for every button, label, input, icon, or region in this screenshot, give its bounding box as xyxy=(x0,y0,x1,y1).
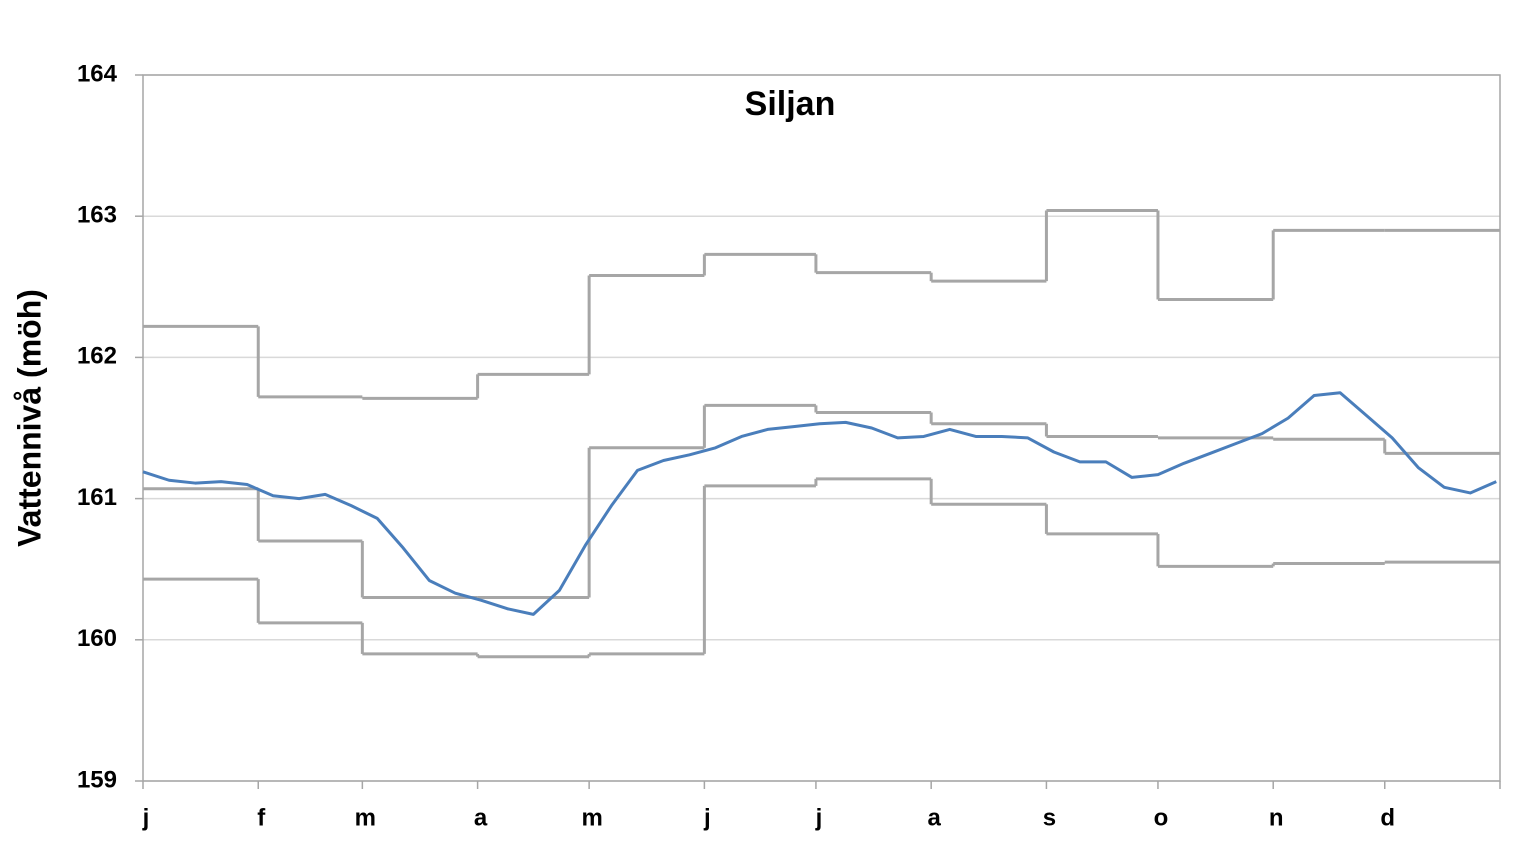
x-tick-label: o xyxy=(1154,804,1169,831)
y-tick-label: 163 xyxy=(77,202,117,229)
x-tick-label: m xyxy=(355,804,376,831)
y-tick-label: 161 xyxy=(77,484,117,511)
y-tick-label: 159 xyxy=(77,766,117,793)
level-line xyxy=(142,391,1497,616)
x-tick-label: j xyxy=(815,804,823,831)
x-tick-label: d xyxy=(1380,804,1395,831)
plot-frame xyxy=(142,74,1501,782)
y-axis-label: Vattennivå (möh) xyxy=(11,289,47,547)
x-tick-label: m xyxy=(581,804,602,831)
x-tick-label: a xyxy=(474,804,488,831)
x-tick-label: j xyxy=(142,804,150,831)
x-tick-label: f xyxy=(257,804,266,831)
chart-title: Siljan xyxy=(745,85,836,123)
y-tick-label: 164 xyxy=(77,60,118,87)
y-tick-label: 162 xyxy=(77,343,117,370)
y-tick-label: 160 xyxy=(77,625,117,652)
x-tick-label: j xyxy=(703,804,711,831)
x-tick-label: s xyxy=(1043,804,1056,831)
x-tick-label: a xyxy=(927,804,941,831)
x-tick-label: n xyxy=(1269,804,1284,831)
